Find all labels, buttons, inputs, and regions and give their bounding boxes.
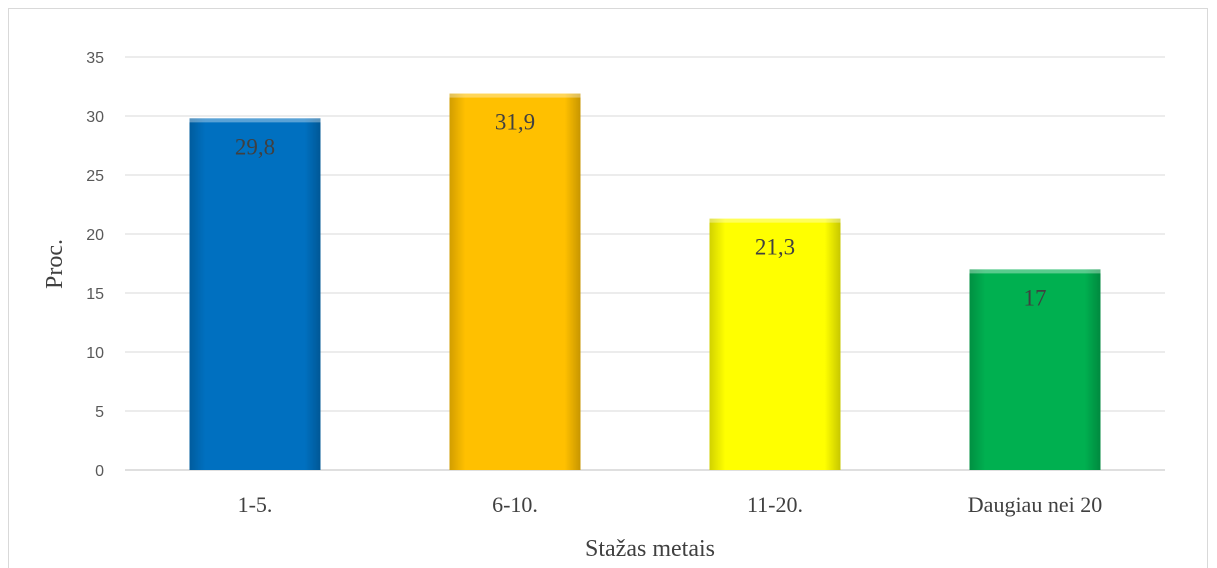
y-axis-ticks: 0 5 10 15 20 25 30 35 [86,50,104,480]
y-axis-title: Proc. [42,239,68,289]
bar-highlight [189,118,321,123]
x-category-label: 11-20. [747,492,803,517]
y-tick-label: 0 [95,463,104,480]
y-tick-label: 15 [86,286,104,303]
bar-bevel [709,218,841,470]
x-axis-title: Stažas metais [585,536,715,562]
x-category-label: Daugiau nei 20 [968,492,1102,517]
x-category-label: 6-10. [492,492,538,517]
x-category-label: 1-5. [238,492,273,517]
bar-bevel [449,93,581,470]
y-tick-label: 35 [86,50,104,67]
x-axis-categories: 1-5. 6-10. 11-20. Daugiau nei 20 [238,492,1103,517]
data-label: 21,3 [755,235,795,260]
y-tick-label: 5 [95,404,104,421]
bar-bevel [969,269,1101,470]
y-tick-label: 10 [86,345,104,362]
bars: 29,8 31,9 21,3 17 [189,93,1101,471]
data-label: 31,9 [495,110,535,135]
bar-highlight [969,269,1101,274]
y-tick-label: 25 [86,168,104,185]
data-label: 29,8 [235,134,275,159]
y-tick-label: 20 [86,227,104,244]
data-label: 17 [1024,285,1047,310]
bar-bevel [189,118,321,471]
bar-highlight [709,218,841,223]
bar-highlight [449,93,581,98]
y-tick-label: 30 [86,109,104,126]
